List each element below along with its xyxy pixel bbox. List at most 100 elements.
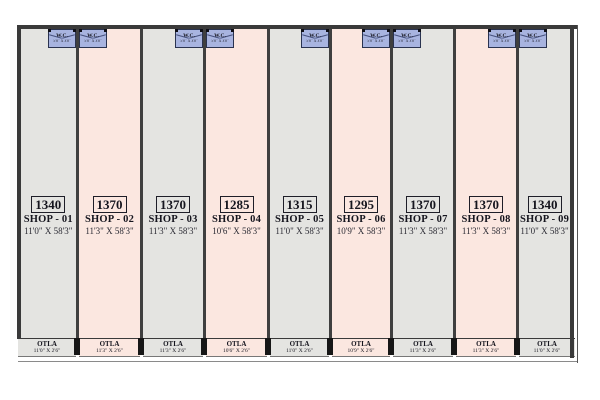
party-wall [329, 29, 332, 339]
door-post-icon [104, 28, 107, 32]
shop-dimensions: 11'3" X 58'3" [148, 226, 198, 236]
shop-dimensions: 10'9" X 58'3" [336, 226, 386, 236]
shop-unit-06: 1295 SHOP - 06 10'9" X 58'3" [332, 29, 390, 338]
wc-box-shop-03: W.C. 5'0" X 3'0" [175, 28, 203, 48]
shop-dimensions: 11'0" X 58'3" [24, 226, 73, 236]
shop-label: 1370 SHOP - 07 11'3" X 58'3" [393, 196, 453, 237]
door-post-icon [200, 28, 203, 32]
otla-dimensions: 11'0" X 2'6" [533, 348, 561, 354]
door-post-icon [326, 28, 329, 32]
otla-label: OTLA [37, 340, 57, 348]
party-wall [203, 29, 206, 339]
party-wall [453, 29, 456, 339]
wc-box-shop-09: W.C. 5'0" X 3'0" [519, 28, 547, 48]
area-number-box: 1315 [282, 196, 317, 213]
wc-dimensions: 5'0" X 3'0" [53, 39, 71, 44]
shop-label: 1370 SHOP - 02 11'3" X 58'3" [79, 196, 140, 237]
shop-dimensions: 11'3" X 58'3" [85, 226, 134, 236]
otla-cell-shop-01: OTLA 11'0" X 2'6" [18, 338, 76, 357]
outer-edge-line [577, 25, 578, 363]
shop-name: SHOP - 03 [148, 214, 198, 225]
otla-label: OTLA [163, 340, 183, 348]
otla-label: OTLA [537, 340, 557, 348]
shop-unit-07: 1370 SHOP - 07 11'3" X 58'3" [393, 29, 453, 338]
otla-dimensions: 11'3" X 2'6" [472, 348, 500, 354]
shop-unit-01: 1340 SHOP - 01 11'0" X 58'3" [20, 29, 77, 338]
otla-dimensions: 11'3" X 2'6" [96, 348, 123, 354]
wc-box-shop-06: W.C. 5'0" X 3'0" [362, 28, 390, 48]
shop-name: SHOP - 04 [211, 214, 262, 225]
shop-unit-04: 1285 SHOP - 04 10'6" X 58'3" [206, 29, 267, 338]
wall-stub [138, 338, 144, 355]
shop-name: SHOP - 05 [274, 214, 325, 225]
wc-label: W.C. [496, 33, 508, 39]
door-post-icon [488, 28, 491, 32]
otla-label: OTLA [413, 340, 433, 348]
wc-dimensions: 5'0" X 3'0" [524, 39, 542, 44]
shop-label: 1370 SHOP - 08 11'3" X 58'3" [456, 196, 516, 237]
otla-dimensions: 11'3" X 2'6" [159, 348, 187, 354]
wc-dimensions: 5'0" X 3'0" [306, 39, 324, 44]
door-post-icon [362, 28, 365, 32]
otla-cell-shop-03: OTLA 11'3" X 2'6" [143, 338, 203, 357]
otla-dimensions: 11'0" X 2'6" [286, 348, 313, 354]
shop-dimensions: 11'0" X 58'3" [275, 226, 324, 236]
wall-stub [74, 338, 80, 355]
wc-label: W.C. [214, 33, 226, 39]
otla-cell-shop-02: OTLA 11'3" X 2'6" [79, 338, 140, 357]
wall-stub [327, 338, 333, 355]
area-number-box: 1340 [31, 196, 66, 213]
shop-dimensions: 11'3" X 58'3" [398, 226, 448, 236]
floor-plan: 1340 SHOP - 01 11'0" X 58'3" 1370 SHOP -… [17, 25, 579, 363]
outer-wall-top [17, 25, 578, 29]
shop-unit-03: 1370 SHOP - 03 11'3" X 58'3" [143, 29, 203, 338]
outer-wall-left [17, 25, 21, 339]
otla-cell-shop-08: OTLA 11'3" X 2'6" [456, 338, 516, 357]
door-post-icon [48, 28, 51, 32]
door-post-icon [387, 28, 390, 32]
base-line [18, 361, 577, 362]
area-number-box: 1370 [92, 196, 127, 213]
wc-label: W.C. [401, 33, 413, 39]
otla-label: OTLA [351, 340, 371, 348]
wall-stub [388, 338, 394, 355]
otla-dimensions: 10'9" X 2'6" [347, 348, 375, 354]
shop-name: SHOP - 07 [398, 214, 448, 225]
wc-box-shop-07: W.C. 5'0" X 3'0" [393, 28, 421, 48]
shop-label: 1340 SHOP - 09 11'0" X 58'3" [519, 196, 570, 237]
area-number-box: 1370 [469, 196, 503, 213]
otla-cell-shop-06: OTLA 10'9" X 2'6" [332, 338, 390, 357]
party-wall [516, 29, 519, 339]
wc-dimensions: 5'0" X 3'0" [180, 39, 198, 44]
shop-name: SHOP - 02 [84, 214, 135, 225]
shop-name: SHOP - 09 [519, 214, 570, 225]
wc-label: W.C. [527, 33, 539, 39]
shop-label: 1340 SHOP - 01 11'0" X 58'3" [21, 196, 77, 237]
shop-unit-09: 1340 SHOP - 09 11'0" X 58'3" [519, 29, 570, 338]
wc-label: W.C. [370, 33, 382, 39]
wall-stub [514, 338, 520, 355]
door-post-icon [513, 28, 516, 32]
shop-name: SHOP - 01 [23, 214, 73, 225]
party-wall [76, 29, 79, 339]
party-wall [267, 29, 270, 339]
door-post-icon [206, 28, 209, 32]
door-post-icon [393, 28, 396, 32]
shop-label: 1315 SHOP - 05 11'0" X 58'3" [270, 196, 329, 237]
party-wall [140, 29, 143, 339]
shop-dimensions: 10'6" X 58'3" [212, 226, 261, 236]
area-number-box: 1285 [219, 196, 254, 213]
door-post-icon [175, 28, 178, 32]
shop-unit-05: 1315 SHOP - 05 11'0" X 58'3" [270, 29, 329, 338]
wc-box-shop-08: W.C. 5'0" X 3'0" [488, 28, 516, 48]
wc-label: W.C. [56, 33, 68, 39]
shop-dimensions: 11'3" X 58'3" [461, 226, 511, 236]
shop-name: SHOP - 06 [336, 214, 386, 225]
door-post-icon [73, 28, 76, 32]
otla-cell-shop-04: OTLA 10'6" X 2'6" [206, 338, 267, 357]
otla-dimensions: 11'3" X 2'6" [409, 348, 437, 354]
wc-box-shop-04: W.C. 5'0" X 3'0" [206, 28, 234, 48]
wc-box-shop-05: W.C. 5'0" X 3'0" [301, 28, 329, 48]
wc-label: W.C. [309, 33, 321, 39]
shop-name: SHOP - 08 [461, 214, 511, 225]
